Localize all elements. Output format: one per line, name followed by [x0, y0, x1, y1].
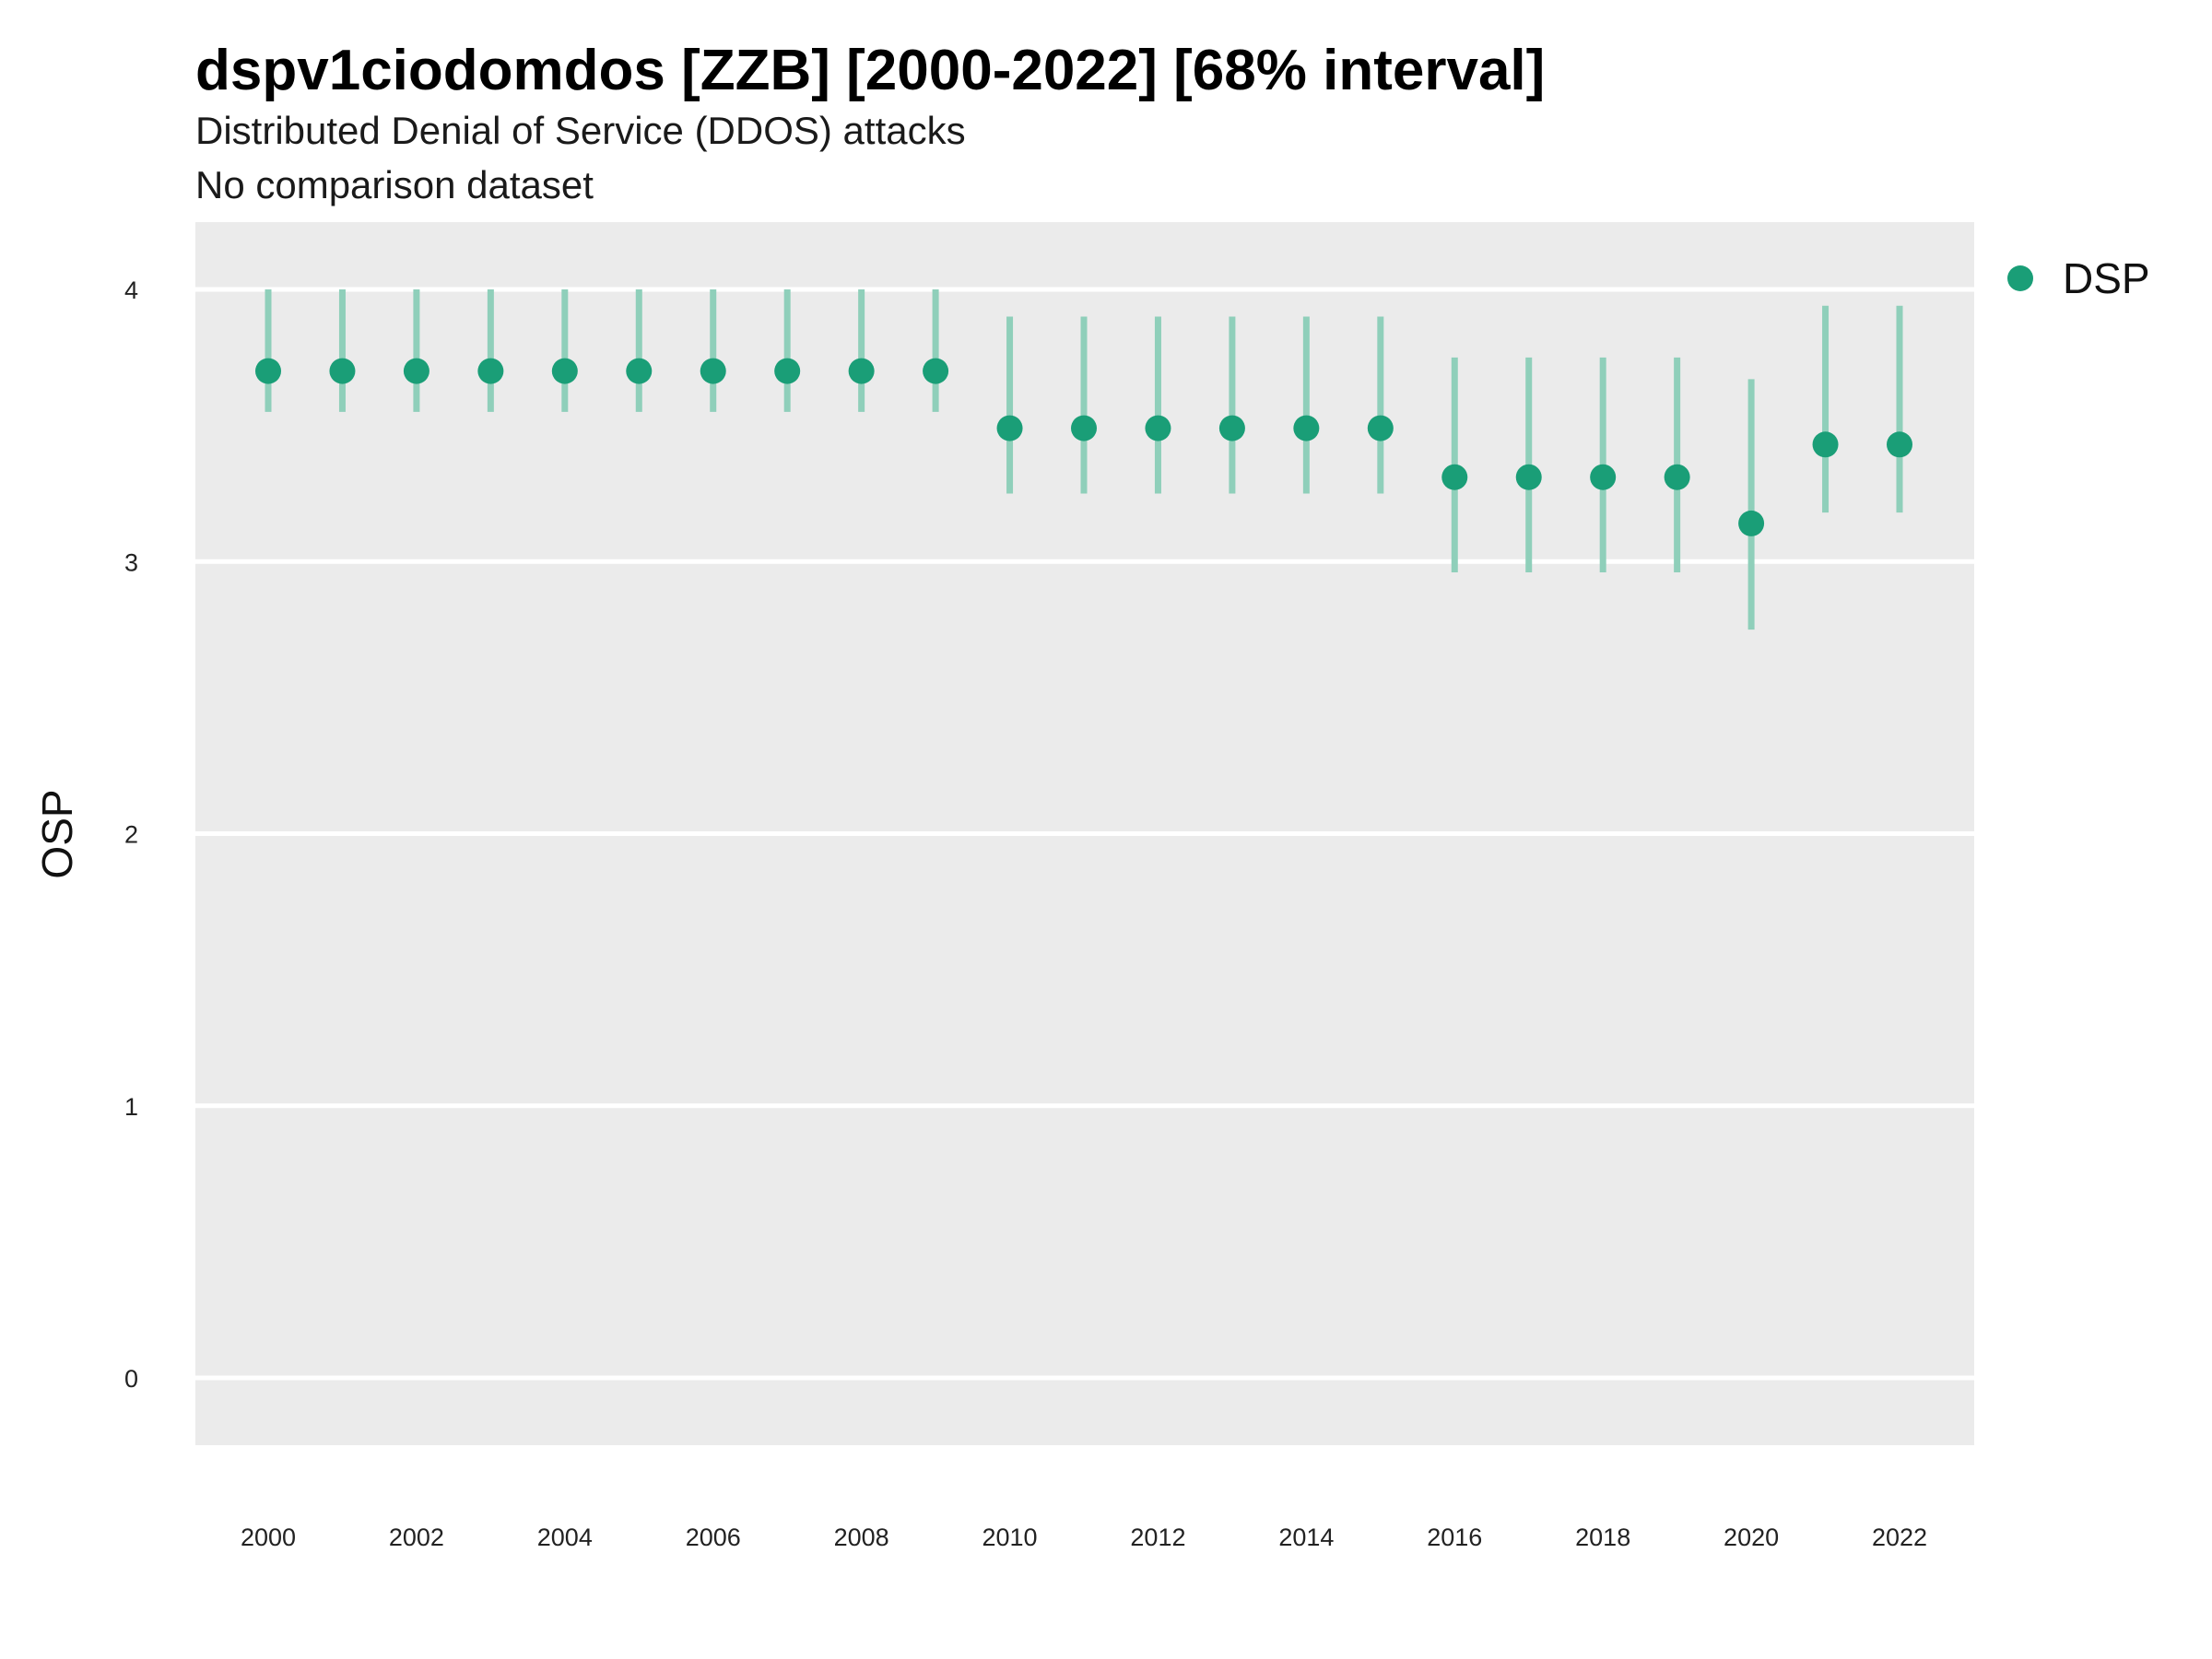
- point-2008: [848, 358, 875, 384]
- y-axis-label: OSP: [33, 789, 81, 878]
- x-tick-2012: 2012: [1130, 1524, 1185, 1551]
- point-2004: [551, 358, 578, 384]
- x-tick-2008: 2008: [834, 1524, 889, 1551]
- point-2014: [1293, 415, 1320, 441]
- x-tick-2004: 2004: [537, 1524, 593, 1551]
- chart-subtitle-2: No comparison dataset: [195, 163, 594, 206]
- x-tick-2020: 2020: [1724, 1524, 1779, 1551]
- chart-title: dspv1ciodomdos [ZZB] [2000-2022] [68% in…: [195, 39, 1545, 102]
- point-2010: [996, 415, 1023, 441]
- point-2000: [255, 358, 281, 384]
- y-tick-2: 2: [124, 821, 138, 849]
- point-2017: [1515, 464, 1542, 490]
- y-tick-4: 4: [124, 276, 138, 304]
- data-points: [255, 358, 1912, 536]
- point-2002: [403, 358, 429, 384]
- legend: DSP: [2007, 254, 2150, 302]
- legend-dsp-label: DSP: [2063, 254, 2150, 302]
- point-2021: [1812, 431, 1839, 458]
- point-2007: [774, 358, 801, 384]
- x-tick-2000: 2000: [241, 1524, 296, 1551]
- x-tick-2014: 2014: [1278, 1524, 1334, 1551]
- point-2019: [1664, 464, 1690, 490]
- point-2020: [1738, 510, 1765, 536]
- x-tick-2002: 2002: [389, 1524, 444, 1551]
- x-tick-2022: 2022: [1872, 1524, 1927, 1551]
- point-2016: [1441, 464, 1468, 490]
- x-tick-2016: 2016: [1427, 1524, 1482, 1551]
- chart-subtitle-1: Distributed Denial of Service (DDOS) att…: [195, 109, 966, 152]
- point-2006: [700, 358, 726, 384]
- grid-lines: [195, 287, 1974, 1381]
- point-2011: [1071, 415, 1097, 441]
- y-tick-1: 1: [124, 1093, 138, 1121]
- y-tick-3: 3: [124, 548, 138, 576]
- point-2012: [1145, 415, 1171, 441]
- point-2015: [1367, 415, 1394, 441]
- point-2013: [1218, 415, 1245, 441]
- point-2001: [329, 358, 356, 384]
- point-2005: [626, 358, 653, 384]
- legend-dsp-marker: [2007, 265, 2033, 291]
- point-2009: [923, 358, 949, 384]
- y-tick-0: 0: [124, 1365, 138, 1393]
- x-tick-labels: 2000 2002 2004 2006 2008 2010 2012 2014 2016 2018…: [241, 1524, 1927, 1551]
- point-2022: [1887, 431, 1912, 458]
- y-tick-labels: 0 1 2 3 4: [124, 276, 138, 1393]
- x-tick-2006: 2006: [686, 1524, 741, 1551]
- x-tick-2010: 2010: [982, 1524, 1038, 1551]
- point-2003: [477, 358, 504, 384]
- x-tick-2018: 2018: [1575, 1524, 1630, 1551]
- point-2018: [1590, 464, 1617, 490]
